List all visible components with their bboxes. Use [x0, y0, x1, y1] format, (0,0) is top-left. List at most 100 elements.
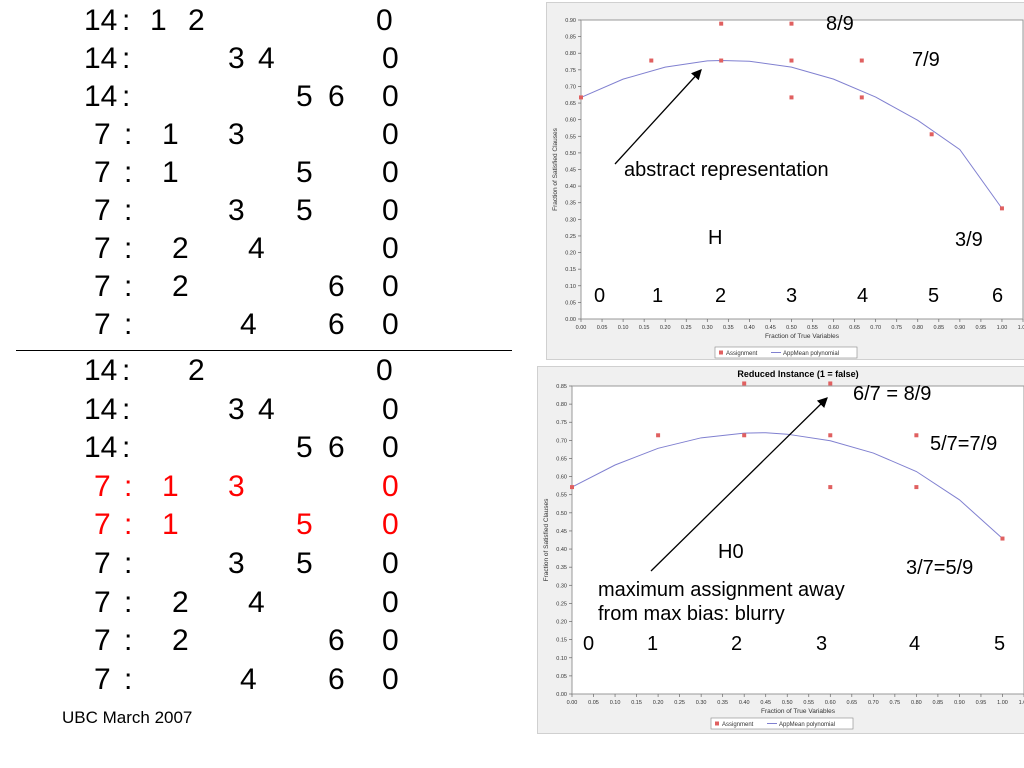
ann2-n1: 1: [647, 633, 659, 655]
clause-row: 14: 3 4 0: [0, 42, 520, 76]
y-tick-label: 0.25: [565, 234, 576, 240]
clause-cell: 4: [258, 392, 275, 426]
assignment-point: [656, 433, 661, 438]
clause-terminator: 0: [382, 232, 399, 265]
clause-row: 7: 3 5 0: [0, 194, 520, 228]
y-tick-label: 0.70: [565, 84, 576, 90]
y-tick-label: 0.80: [565, 51, 576, 57]
assignment-point: [789, 95, 794, 100]
x-tick-label: 0.15: [639, 325, 650, 331]
ann2-n2: 2: [731, 633, 743, 655]
clause-cell: 2: [188, 354, 205, 387]
legend-box: [714, 346, 858, 359]
x-tick-label: 0.05: [588, 700, 599, 706]
x-tick-label: 0.40: [744, 325, 755, 331]
clause-weight: 14: [84, 4, 118, 37]
assignment-point: [719, 58, 724, 63]
ann1-a4: H: [708, 227, 723, 249]
ann1-n5: 5: [928, 285, 940, 307]
assignment-point: [742, 381, 747, 386]
assignment-point: [999, 206, 1004, 211]
x-tick-label: 0.65: [846, 700, 857, 706]
clause-weight: 7: [94, 662, 111, 696]
ann1-n1: 1: [652, 285, 664, 307]
ann2-a1: 6/7 = 8/9: [853, 383, 932, 405]
clause-cell: 6: [328, 270, 345, 303]
clause-cell: 5: [296, 194, 313, 227]
x-tick-label: 0.05: [597, 325, 608, 331]
table-divider: [16, 350, 512, 351]
ann2-a2: 5/7=7/9: [930, 433, 998, 455]
colon: :: [124, 624, 133, 658]
y-tick-label: 0.10: [556, 656, 567, 662]
assignment-point: [570, 485, 574, 490]
assignment-point: [859, 58, 864, 63]
clause-row: 7: 3 5 0: [0, 547, 520, 581]
clause-cell: 5: [296, 156, 313, 189]
ann2-a4: 3/7=5/9: [906, 557, 974, 579]
y-tick-label: 0.90: [565, 18, 576, 24]
clause-terminator: 0: [382, 469, 399, 503]
x-tick-label: 0.10: [618, 325, 629, 331]
clause-row: 7:1 5 0: [0, 156, 520, 190]
clause-weight: 7: [94, 469, 111, 503]
ann2-a3: H0: [718, 541, 744, 563]
assignment-point: [719, 21, 724, 26]
clause-cell: 4: [248, 585, 265, 619]
ann1-a5: 3/9: [955, 229, 983, 251]
x-tick-label: 0.45: [760, 700, 771, 706]
clause-weight: 7: [94, 270, 111, 303]
y-tick-label: 0.25: [556, 601, 567, 607]
colon: :: [124, 118, 133, 151]
colon: :: [124, 585, 133, 619]
clause-cell: 1: [162, 156, 179, 189]
clause-cell: 3: [228, 547, 245, 580]
y-tick-label: 0.15: [556, 638, 567, 644]
y-tick-label: 0.65: [556, 456, 567, 462]
ann2-n3: 3: [816, 633, 828, 655]
clause-weight: 7: [94, 585, 111, 619]
colon: :: [124, 194, 133, 227]
clause-row: 7: 2 4 0: [0, 232, 520, 266]
clause-cell: 3: [228, 194, 245, 227]
clause-cell: 5: [296, 80, 313, 113]
x-tick-label: 0.20: [653, 700, 664, 706]
clause-cell: 1: [162, 508, 179, 542]
clause-cell: 3: [228, 42, 245, 75]
x-tick-label: 1.00: [997, 325, 1008, 331]
x-tick-label: 0.50: [782, 700, 793, 706]
x-tick-label: 0.55: [803, 700, 814, 706]
x-tick-label: 0.60: [828, 325, 839, 331]
colon: :: [124, 547, 133, 580]
y-tick-label: 0.85: [556, 384, 567, 390]
clause-cell: 4: [258, 42, 275, 75]
x-tick-label: 0.80: [911, 700, 922, 706]
assignment-point: [828, 433, 833, 438]
clause-cell: 1: [150, 4, 167, 37]
clause-terminator: 0: [382, 508, 399, 542]
clause-weight: 14: [84, 392, 118, 426]
clause-row: 7:1 3 0: [0, 470, 520, 504]
x-tick-label: 0.00: [576, 325, 587, 331]
y-tick-label: 0.30: [556, 583, 567, 589]
x-tick-label: 0.00: [567, 700, 578, 706]
colon: :: [122, 354, 131, 387]
colon: :: [122, 431, 131, 465]
x-axis-label: Fraction of True Variables: [761, 708, 836, 715]
x-tick-label: 0.35: [723, 325, 734, 331]
colon: :: [122, 4, 131, 37]
ann1-a3: abstract representation: [624, 159, 829, 181]
clause-terminator: 0: [382, 392, 399, 426]
assignment-point: [828, 381, 833, 386]
annotation-arrow: [614, 69, 702, 165]
y-tick-label: 0.20: [556, 620, 567, 626]
clause-terminator: 0: [382, 118, 399, 151]
clause-row: 14: 2 0: [0, 354, 520, 388]
ann1-n4: 4: [857, 285, 869, 307]
plot-area: [571, 385, 1024, 695]
clause-terminator: 0: [382, 80, 399, 113]
clause-terminator: 0: [382, 585, 399, 619]
clause-terminator: 0: [382, 42, 399, 75]
clause-weight: 14: [84, 431, 118, 465]
x-tick-label: 0.75: [889, 700, 900, 706]
